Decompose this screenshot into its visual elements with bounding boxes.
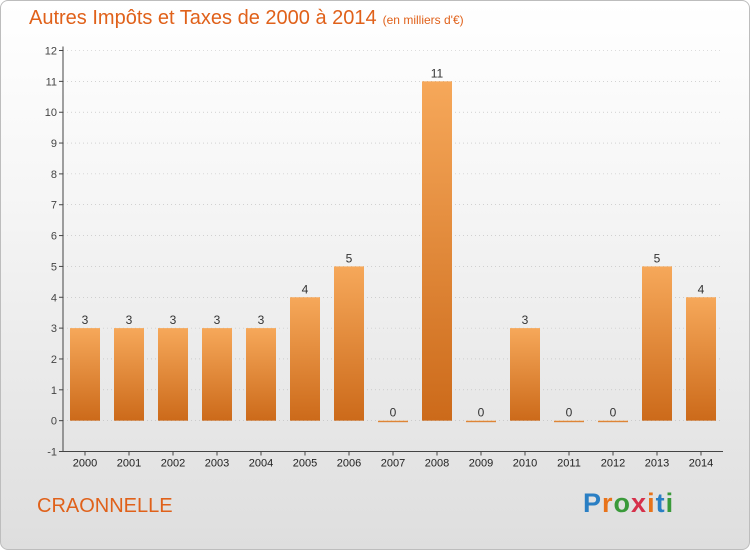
x-tick-label: 2007 <box>381 458 405 470</box>
bar <box>202 328 232 421</box>
y-tick-label: 4 <box>51 292 57 304</box>
x-tick-label: 2013 <box>645 458 669 470</box>
commune-name: CRAONNELLE <box>37 495 173 517</box>
bar <box>70 328 100 421</box>
bar <box>114 328 144 421</box>
logo-letter: r <box>602 488 614 518</box>
x-tick-label: 2002 <box>161 458 185 470</box>
y-tick-label: -1 <box>47 447 57 459</box>
logo-letter: P <box>583 488 603 518</box>
bar <box>378 420 408 423</box>
bar-value-label: 3 <box>170 313 177 327</box>
y-tick-label: 8 <box>51 169 57 181</box>
y-tick-label: 11 <box>46 76 57 88</box>
y-tick-label: 9 <box>51 138 57 150</box>
bar <box>642 266 672 421</box>
x-tick-label: 2008 <box>425 458 449 470</box>
bar <box>246 328 276 421</box>
x-tick-label: 2011 <box>557 458 581 470</box>
bar-value-label: 3 <box>126 313 133 327</box>
bar-value-label: 0 <box>390 406 397 420</box>
title-main: Autres Impôts et Taxes de 2000 à 2014 <box>29 7 377 29</box>
chart-title: Autres Impôts et Taxes de 2000 à 2014 (en… <box>29 7 464 30</box>
logo-letter: i <box>665 488 675 518</box>
y-tick-label: 3 <box>51 323 57 335</box>
x-tick-label: 2009 <box>469 458 493 470</box>
bar-value-label: 4 <box>302 282 309 296</box>
bar-value-label: 3 <box>522 313 529 327</box>
x-tick-label: 2000 <box>73 458 97 470</box>
y-tick-label: 0 <box>51 416 57 428</box>
y-tick-label: 5 <box>51 261 57 273</box>
logo-letter: x <box>631 488 648 518</box>
logo-letter: o <box>613 488 632 518</box>
y-tick-label: 1 <box>51 385 57 397</box>
bar-value-label: 3 <box>258 313 265 327</box>
bar-value-label: 3 <box>82 313 89 327</box>
bar <box>598 420 628 423</box>
y-tick-label: 7 <box>51 200 57 212</box>
bar-value-label: 3 <box>214 313 221 327</box>
bar <box>290 297 320 421</box>
bar-value-label: 4 <box>698 282 705 296</box>
bar <box>158 328 188 421</box>
bar-value-label: 0 <box>478 406 485 420</box>
x-tick-label: 2004 <box>249 458 273 470</box>
y-tick-label: 12 <box>45 46 57 58</box>
y-tick-label: 6 <box>51 231 57 243</box>
bar <box>686 297 716 421</box>
bar-value-label: 0 <box>566 406 573 420</box>
y-tick-label: 10 <box>45 107 57 119</box>
logo-letter: t <box>655 488 666 518</box>
bar <box>422 81 452 421</box>
x-tick-label: 2005 <box>293 458 317 470</box>
bar-value-label: 11 <box>431 66 444 80</box>
proxiti-logo: Proxiti <box>583 488 674 519</box>
bar <box>510 328 540 421</box>
bar-value-label: 5 <box>654 251 661 265</box>
x-tick-label: 2006 <box>337 458 361 470</box>
x-tick-label: 2003 <box>205 458 229 470</box>
x-tick-label: 2001 <box>117 458 141 470</box>
y-tick-label: 2 <box>51 354 57 366</box>
title-unit: (en milliers d'€) <box>382 13 464 27</box>
bar <box>466 420 496 423</box>
x-tick-label: 2010 <box>513 458 537 470</box>
x-tick-label: 2012 <box>601 458 625 470</box>
logo-letter: i <box>647 488 656 518</box>
x-tick-label: 2014 <box>689 458 713 470</box>
bar-value-label: 0 <box>610 406 617 420</box>
bar-value-label: 5 <box>346 251 353 265</box>
bar <box>334 266 364 421</box>
bar <box>554 420 584 423</box>
